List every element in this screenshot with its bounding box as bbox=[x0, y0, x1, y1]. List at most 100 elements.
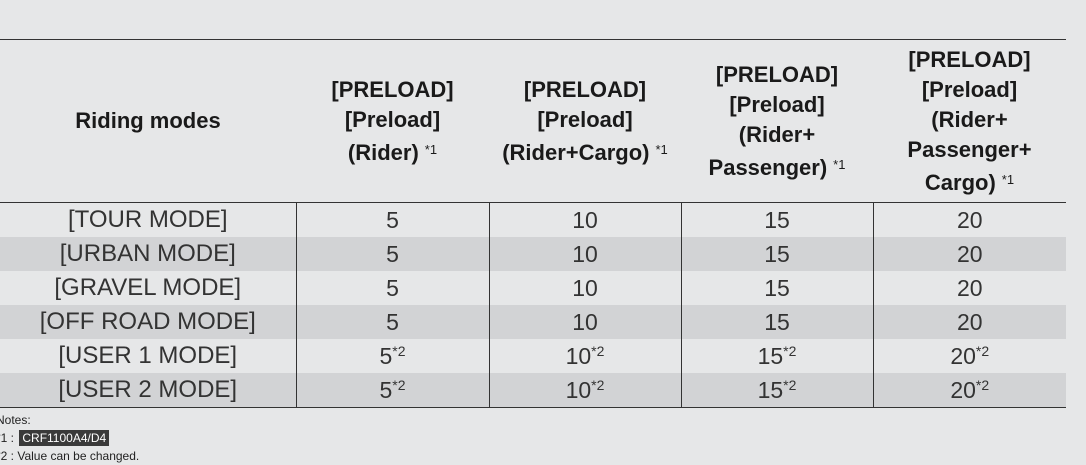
riding-mode-cell: [OFF ROAD MODE] bbox=[0, 305, 296, 339]
header-line: Passenger+ bbox=[907, 136, 1032, 162]
preload-value: 15 bbox=[764, 308, 790, 335]
header-line: [PRELOAD] bbox=[715, 61, 839, 87]
preload-value: 5 bbox=[386, 240, 399, 267]
preload-value: 20 bbox=[956, 308, 983, 335]
header-line: [PRELOAD] bbox=[523, 76, 647, 102]
header-line: [Preload] bbox=[921, 76, 1018, 102]
table-row: [OFF ROAD MODE] 5 10 15 20 bbox=[0, 305, 1066, 339]
table-row: [TOUR MODE] 5 10 15 20 bbox=[0, 202, 1066, 237]
preload-value: 15 bbox=[757, 376, 784, 403]
header-preload-2: [PRELOAD] [Preload] (Rider+Cargo) *1 bbox=[489, 39, 681, 203]
preload-value: 5 bbox=[379, 376, 393, 403]
preload-value-cell: 5 bbox=[295, 271, 489, 305]
preload-value-cell: 5*2 bbox=[295, 339, 489, 373]
note-2: *2 : Value can be changed. bbox=[0, 449, 140, 463]
preload-value: 15 bbox=[757, 342, 784, 369]
footnote-marker: *1 bbox=[655, 141, 668, 157]
table-row: [USER 2 MODE] 5*2 10*2 15*2 20*2 bbox=[0, 373, 1066, 408]
preload-value-cell: 15*2 bbox=[680, 339, 873, 373]
preload-value-cell: 5 bbox=[295, 202, 489, 237]
header-line: [Preload] bbox=[537, 106, 633, 132]
table-row: [URBAN MODE] 5 10 15 20 bbox=[0, 237, 1066, 271]
riding-mode-cell: [TOUR MODE] bbox=[0, 202, 296, 237]
preload-value: 15 bbox=[764, 240, 790, 267]
footnote-marker: *2 bbox=[591, 342, 605, 359]
table-body: [TOUR MODE] 5 10 15 20 [URBAN MODE] 5 10 15 20 [GR… bbox=[0, 202, 1066, 408]
preload-value: 10 bbox=[565, 342, 592, 369]
table-row: [GRAVEL MODE] 5 10 15 20 bbox=[0, 271, 1066, 305]
notes-section: Notes: *1 : CRF1100A4/D4 *2 : Value can … bbox=[0, 411, 139, 465]
footnote-marker: *2 bbox=[392, 342, 406, 359]
preload-value: 10 bbox=[565, 376, 592, 403]
model-code-tag: CRF1100A4/D4 bbox=[19, 430, 110, 446]
header-preload-1: [PRELOAD] [Preload] (Rider) *1 bbox=[296, 39, 489, 203]
note-1-label: *1 : bbox=[0, 431, 15, 445]
preload-value-cell: 10*2 bbox=[488, 339, 681, 373]
preload-value-cell: 20*2 bbox=[872, 339, 1066, 373]
header-line: [PRELOAD] bbox=[908, 46, 1031, 72]
preload-value-cell: 5 bbox=[295, 305, 489, 339]
preload-value-cell: 10 bbox=[488, 237, 681, 271]
preload-value: 5 bbox=[386, 274, 399, 301]
note-1: *1 : CRF1100A4/D4 bbox=[0, 429, 139, 447]
preload-value: 10 bbox=[572, 206, 598, 233]
notes-title: Notes: bbox=[0, 413, 31, 427]
preload-value-cell: 5*2 bbox=[295, 373, 489, 408]
preload-value: 15 bbox=[764, 274, 790, 301]
preload-value: 5 bbox=[386, 206, 399, 233]
preload-value: 20 bbox=[956, 274, 983, 301]
preload-value-cell: 10 bbox=[488, 305, 681, 339]
preload-value: 5 bbox=[386, 308, 399, 335]
preload-value: 15 bbox=[764, 206, 790, 233]
header-line: (Rider+ bbox=[931, 106, 1008, 132]
header-line: [Preload] bbox=[729, 91, 825, 117]
preload-value: 20 bbox=[956, 206, 983, 233]
footnote-marker: *2 bbox=[975, 376, 990, 393]
preload-value-cell: 20 bbox=[872, 237, 1066, 271]
preload-value: 10 bbox=[572, 308, 598, 335]
footnote-marker: *2 bbox=[591, 376, 605, 393]
preload-value-cell: 5 bbox=[295, 237, 489, 271]
riding-mode-cell: [USER 1 MODE] bbox=[0, 339, 296, 373]
preload-value: 10 bbox=[572, 274, 598, 301]
preload-value-cell: 15 bbox=[680, 237, 873, 271]
header-line: Passenger) bbox=[708, 154, 828, 180]
footnote-marker: *1 bbox=[833, 156, 846, 172]
header-line: [Preload] bbox=[344, 106, 441, 132]
riding-mode-cell: [GRAVEL MODE] bbox=[0, 271, 296, 305]
preload-value-cell: 15 bbox=[680, 305, 873, 339]
preload-table: Riding modes [PRELOAD] [Preload] (Rider) *1[… bbox=[0, 39, 1066, 408]
preload-value: 10 bbox=[572, 240, 598, 267]
preload-value-cell: 10*2 bbox=[488, 373, 681, 408]
footnote-marker: *2 bbox=[783, 342, 797, 359]
preload-value-cell: 10 bbox=[488, 271, 681, 305]
header-preload-4: [PRELOAD] [Preload] (Rider+ Passenger+ Cargo… bbox=[873, 39, 1066, 203]
header-line: (Rider+Cargo) bbox=[502, 139, 650, 165]
preload-table-container: Riding modes [PRELOAD] [Preload] (Rider) *1[… bbox=[0, 39, 1066, 408]
preload-value: 20 bbox=[950, 342, 976, 369]
footnote-marker: *1 bbox=[1001, 171, 1015, 187]
footnote-marker: *2 bbox=[783, 376, 797, 393]
header-line: Riding modes bbox=[75, 108, 221, 133]
header-preload-3: [PRELOAD] [Preload] (Rider+ Passenger) *1 bbox=[681, 39, 873, 203]
header-line: Cargo) bbox=[924, 169, 996, 195]
preload-value: 20 bbox=[950, 376, 976, 403]
header-line: [PRELOAD] bbox=[331, 76, 454, 102]
preload-value-cell: 10 bbox=[488, 202, 681, 237]
preload-value-cell: 20 bbox=[872, 202, 1066, 237]
riding-mode-cell: [USER 2 MODE] bbox=[0, 373, 296, 408]
preload-value-cell: 15 bbox=[680, 271, 873, 305]
header-line: (Rider) bbox=[347, 139, 419, 165]
riding-mode-cell: [URBAN MODE] bbox=[0, 237, 296, 271]
footnote-marker: *2 bbox=[392, 376, 406, 393]
preload-value-cell: 20 bbox=[872, 271, 1066, 305]
table-row: [USER 1 MODE] 5*2 10*2 15*2 20*2 bbox=[0, 339, 1066, 373]
preload-value-cell: 20*2 bbox=[872, 373, 1066, 408]
preload-value: 5 bbox=[379, 342, 393, 369]
header-riding-modes: Riding modes bbox=[0, 39, 296, 203]
header-line: (Rider+ bbox=[738, 121, 816, 147]
preload-value: 20 bbox=[956, 240, 983, 267]
preload-value-cell: 15*2 bbox=[680, 373, 873, 408]
preload-value-cell: 20 bbox=[872, 305, 1066, 339]
footnote-marker: *2 bbox=[975, 342, 990, 359]
